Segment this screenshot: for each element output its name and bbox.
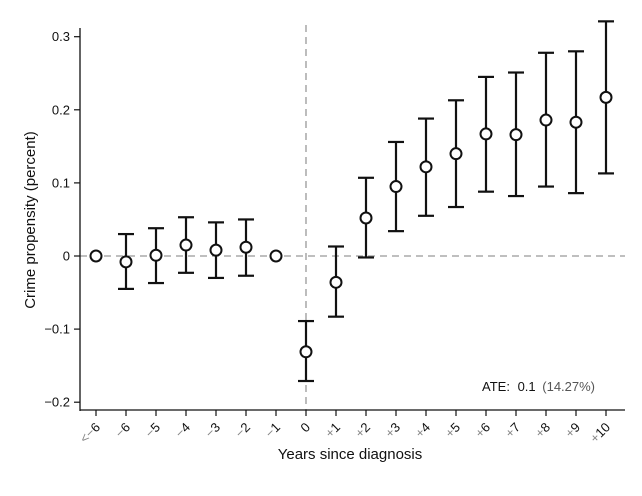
x-tick-label: −3	[202, 420, 223, 441]
x-tick-label: −5	[142, 420, 163, 441]
point-estimate	[479, 127, 493, 141]
point-estimate	[509, 128, 523, 142]
ate-label: ATE:	[482, 379, 510, 394]
point-estimate	[419, 160, 433, 174]
point-estimate	[179, 238, 193, 252]
point-estimate	[449, 147, 463, 161]
x-tick-label: +5	[442, 420, 463, 441]
y-tick-label: 0.1	[52, 175, 70, 190]
ate-value: 0.1	[518, 379, 536, 394]
ate-percent: (14.27%)	[542, 379, 595, 394]
point-estimate	[119, 255, 133, 269]
x-tick-label: +3	[382, 420, 403, 441]
x-tick-label: <−6	[77, 420, 103, 446]
y-tick-label: 0	[63, 249, 70, 264]
point-estimate	[359, 211, 373, 225]
x-axis-title: Years since diagnosis	[278, 446, 423, 463]
x-tick-label: 0	[297, 420, 313, 436]
x-tick-label: −6	[112, 420, 133, 441]
x-tick-label: −2	[232, 420, 253, 441]
y-tick-label: 0.2	[52, 102, 70, 117]
x-tick-label: +2	[352, 420, 373, 441]
x-tick-label: −4	[172, 420, 193, 441]
y-tick-label: −0.1	[44, 322, 70, 337]
x-tick-label: +4	[412, 420, 433, 441]
x-tick-label: +8	[532, 420, 553, 441]
y-tick-label: −0.2	[44, 395, 70, 410]
point-estimate	[209, 243, 223, 257]
ate-annotation: ATE: 0.1 (14.27%)	[482, 379, 595, 394]
x-tick-label: +9	[562, 420, 583, 441]
y-axis-title: Crime propensity (percent)	[22, 131, 39, 309]
x-tick-label: −1	[262, 420, 283, 441]
point-estimate	[539, 113, 553, 127]
x-tick-label: +6	[472, 420, 493, 441]
x-tick-label: +1	[322, 420, 343, 441]
point-estimate	[599, 90, 613, 104]
point-estimate	[269, 249, 283, 263]
point-estimate	[89, 249, 103, 263]
point-estimate	[299, 345, 313, 359]
point-estimate	[329, 275, 343, 289]
point-estimate	[149, 248, 163, 262]
x-tick-label: +7	[502, 420, 523, 441]
y-tick-label: 0.3	[52, 29, 70, 44]
point-estimate	[569, 115, 583, 129]
point-estimate	[389, 180, 403, 194]
x-tick-label: +10	[587, 420, 613, 446]
point-estimate	[239, 240, 253, 254]
